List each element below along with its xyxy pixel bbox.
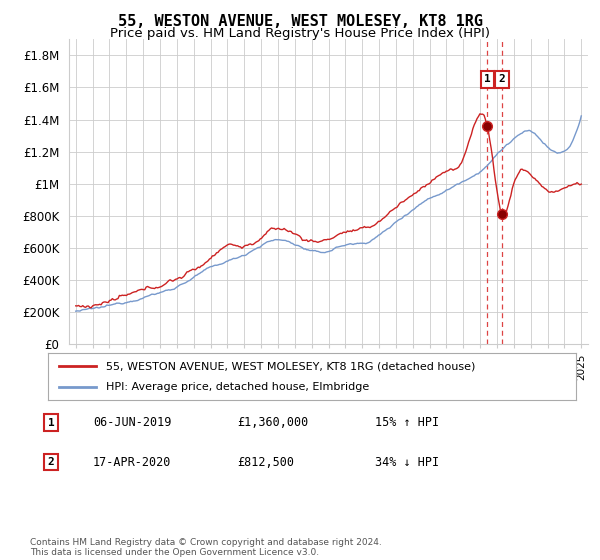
Text: 2: 2 xyxy=(47,457,55,467)
Text: 34% ↓ HPI: 34% ↓ HPI xyxy=(375,455,439,469)
Text: 1: 1 xyxy=(484,74,491,85)
Text: £1,360,000: £1,360,000 xyxy=(237,416,308,430)
Text: HPI: Average price, detached house, Elmbridge: HPI: Average price, detached house, Elmb… xyxy=(106,382,370,392)
Text: 55, WESTON AVENUE, WEST MOLESEY, KT8 1RG (detached house): 55, WESTON AVENUE, WEST MOLESEY, KT8 1RG… xyxy=(106,361,475,371)
Text: 17-APR-2020: 17-APR-2020 xyxy=(93,455,172,469)
Text: 06-JUN-2019: 06-JUN-2019 xyxy=(93,416,172,430)
Text: £812,500: £812,500 xyxy=(237,455,294,469)
Text: Contains HM Land Registry data © Crown copyright and database right 2024.
This d: Contains HM Land Registry data © Crown c… xyxy=(30,538,382,557)
Text: 2: 2 xyxy=(499,74,505,85)
Text: 1: 1 xyxy=(47,418,55,428)
Text: 15% ↑ HPI: 15% ↑ HPI xyxy=(375,416,439,430)
Text: 55, WESTON AVENUE, WEST MOLESEY, KT8 1RG: 55, WESTON AVENUE, WEST MOLESEY, KT8 1RG xyxy=(118,14,482,29)
Text: Price paid vs. HM Land Registry's House Price Index (HPI): Price paid vs. HM Land Registry's House … xyxy=(110,27,490,40)
